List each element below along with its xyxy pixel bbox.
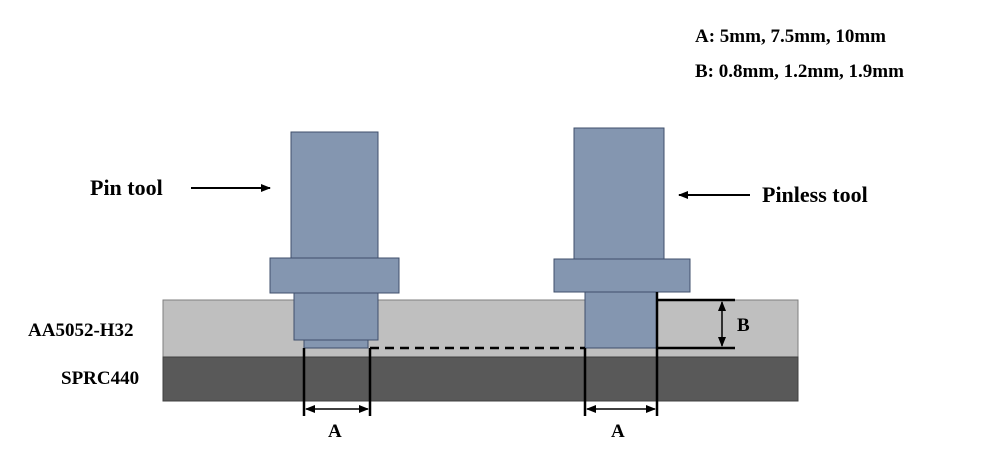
pinless-tool-collar bbox=[553, 258, 691, 293]
pin-tool-collar bbox=[269, 257, 400, 294]
pin-tool-pin bbox=[303, 339, 369, 349]
pinless-tool-label: Pinless tool bbox=[762, 182, 868, 207]
legend-a-line: A: 5mm, 7.5mm, 10mm bbox=[695, 26, 886, 47]
dimension-a-right-label: A bbox=[611, 421, 625, 442]
dimension-a-right bbox=[583, 292, 659, 416]
pin-tool-shoulder bbox=[293, 292, 379, 341]
dimension-a-left-label: A bbox=[328, 421, 342, 442]
bottom-plate-label: SPRC440 bbox=[61, 368, 139, 389]
legend-b-line: B: 0.8mm, 1.2mm, 1.9mm bbox=[695, 61, 904, 82]
pin-tool-label: Pin tool bbox=[90, 175, 163, 200]
pinless-tool-shoulder bbox=[584, 291, 658, 349]
top-plate-label: AA5052-H32 bbox=[28, 320, 134, 341]
dimension-b-label: B bbox=[737, 315, 750, 336]
pinless-tool bbox=[553, 127, 691, 349]
pin-tool bbox=[269, 131, 400, 349]
pinless-tool-shank bbox=[573, 127, 665, 260]
dimension-a-left bbox=[302, 348, 372, 416]
bottom-plate-sprc440 bbox=[162, 356, 799, 402]
dimension-b bbox=[657, 298, 735, 350]
pin-tool-shank bbox=[290, 131, 379, 259]
